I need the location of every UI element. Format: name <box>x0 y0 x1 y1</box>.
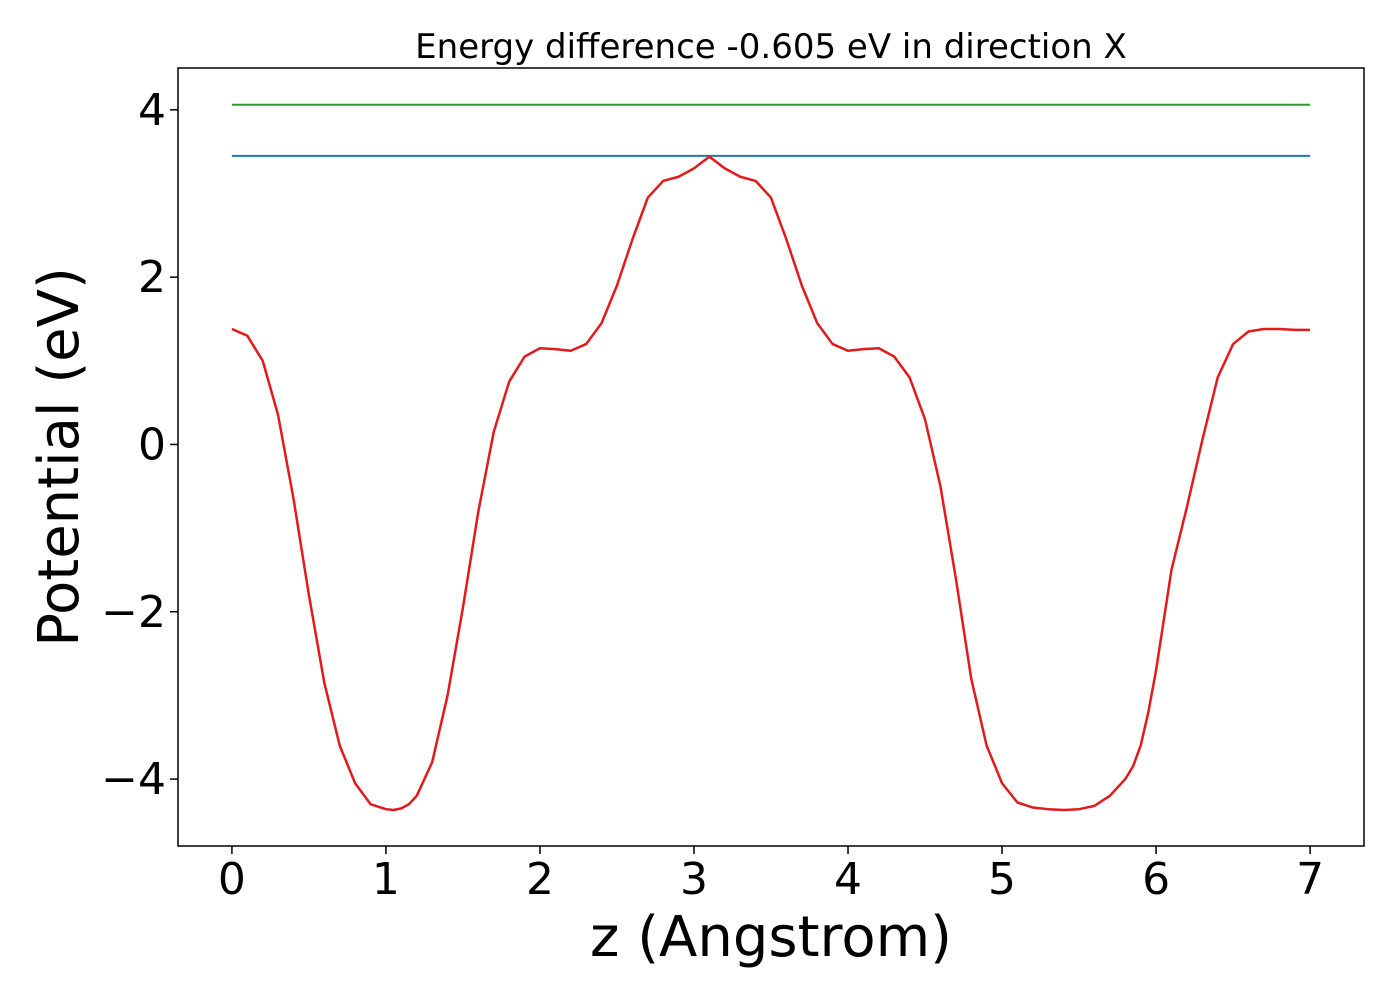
x-tick-label: 1 <box>372 854 400 905</box>
x-tick-label: 2 <box>526 854 554 905</box>
series-layer <box>231 103 1311 812</box>
x-tick-label: 3 <box>680 854 708 905</box>
chart-title: Energy difference -0.605 eV in direction… <box>415 27 1127 67</box>
x-tick-label: 6 <box>1142 854 1170 905</box>
y-tick-label: 2 <box>138 252 166 303</box>
x-tick-label: 7 <box>1296 854 1324 905</box>
y-tick-label: 4 <box>138 85 166 136</box>
y-tick-label: −2 <box>101 587 166 638</box>
x-axis-title: z (Angstrom) <box>590 905 952 970</box>
x-tick-label: 5 <box>988 854 1016 905</box>
series-line-3 <box>231 155 1311 812</box>
y-tick-label: −4 <box>101 754 166 805</box>
y-tick-label: 0 <box>138 419 166 470</box>
x-tick-label: 0 <box>218 854 246 905</box>
plot-area-frame <box>177 67 1365 847</box>
x-tick-label: 4 <box>834 854 862 905</box>
y-axis-ticks: −4 −2 0 2 4 <box>101 85 178 805</box>
x-axis-ticks: 0 1 2 3 4 5 6 7 <box>218 846 1324 905</box>
y-axis-title: Potential (eV) <box>27 267 92 647</box>
